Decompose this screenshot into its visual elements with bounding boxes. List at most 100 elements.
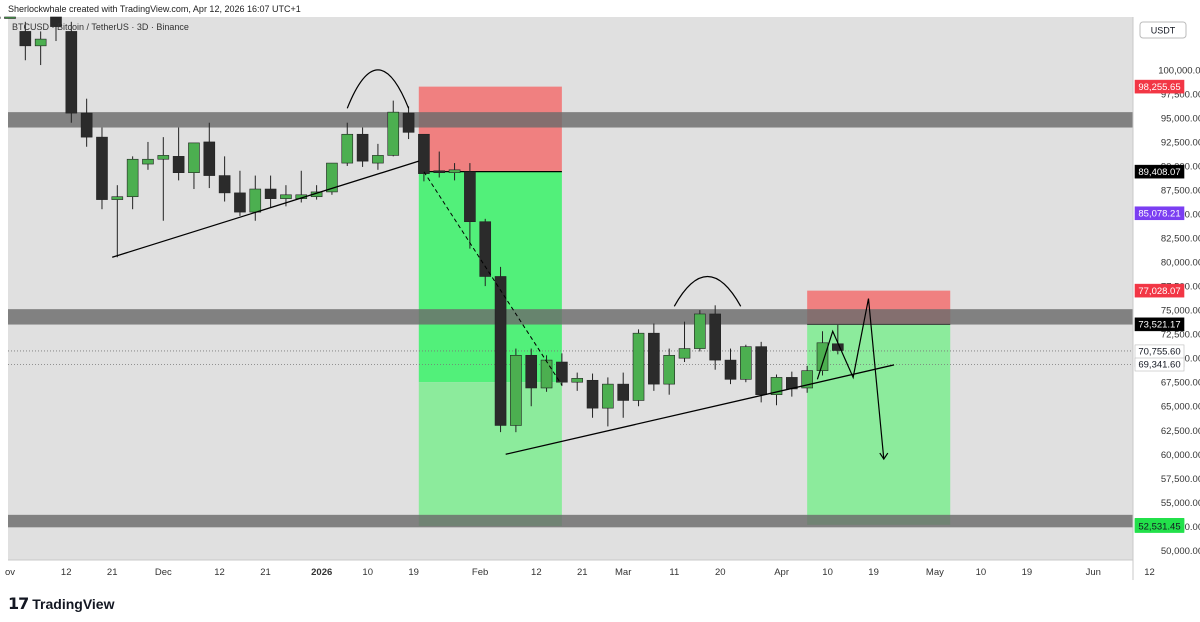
candle-body [832,343,844,351]
time-tick-label: 19 [1022,567,1033,578]
candle [387,100,400,157]
price-tick-label: 75,000.00 [1161,306,1200,317]
price-label-value: 98,255.65 [1138,82,1180,93]
candle-body [525,354,538,389]
candle [479,218,492,287]
candle-body [433,170,446,173]
price-tick-label: 100,000.00 [1158,65,1200,76]
candle-body [663,354,675,385]
candle-body [448,169,461,173]
plot-background [8,17,1133,560]
candle-body [801,370,813,389]
candle [770,374,783,406]
time-tick-label: Apr [774,567,789,578]
candlestick-chart[interactable]: 50,000.0052,500.0055,000.0057,500.0060,0… [0,0,1200,590]
candle-body [4,16,16,19]
candle-body [356,133,369,162]
candle [464,163,476,249]
candle [50,16,62,42]
time-tick-label: 10 [976,567,987,578]
candle-body [249,188,262,213]
candle-body [34,38,47,47]
candle [525,348,538,407]
candle [111,185,124,258]
candle [172,127,185,181]
price-tick-label: 87,500.00 [1161,185,1200,196]
candle-body [50,16,62,27]
time-tick-label: 21 [107,567,118,578]
candle [142,141,154,170]
candle [448,163,461,181]
candle-body [709,313,721,361]
candle [510,348,522,433]
candle-body [464,171,476,223]
support-resistance-zone [8,112,1133,128]
candle-body [586,379,599,409]
candle [372,143,384,170]
tradingview-branding[interactable]: 17 TradingView [8,594,114,613]
candle-body [280,194,292,199]
candle [801,365,813,393]
symbol-description: BTCUSD · Bitcoin / TetherUS · 3D · Binan… [12,22,189,32]
chart-author-line: Sherlockwhale created with TradingView.c… [8,4,301,14]
candle-body [142,158,154,165]
price-label-value: 52,531.45 [1138,521,1180,532]
candle-body [65,31,78,114]
price-label-value: 70,755.60 [1138,347,1180,358]
projection-arrow-head [879,452,889,461]
time-tick-label: 19 [408,567,419,578]
price-tick-label: 55,000.00 [1161,498,1200,509]
pattern-arc [346,69,410,109]
price-label-box [1134,206,1185,221]
candle [663,348,675,395]
candle [264,175,277,208]
candle-body [326,162,338,193]
candle-body [770,377,783,395]
time-tick-label: 12 [61,567,72,578]
price-tick-label: 67,500.00 [1161,378,1200,389]
take-profit-zone-remaining [418,382,562,527]
candle [617,372,630,418]
candle-body [203,141,216,176]
candle [218,156,231,202]
candle-body [218,175,231,194]
candle-body [157,155,170,160]
candle-body [632,332,645,401]
candle-body [816,342,829,371]
candle [402,106,415,140]
time-tick-label: 12 [214,567,225,578]
currency-badge [1139,21,1187,39]
price-label-value: 73,521.17 [1138,320,1180,331]
price-tick-label: 60,000.00 [1161,450,1200,461]
candle [602,377,614,427]
time-tick-label: 10 [362,567,373,578]
support-resistance-zone [8,309,1133,325]
take-profit-zone [807,324,951,525]
projection-path [816,298,885,460]
price-label-value: 89,408.07 [1138,167,1180,178]
candle-body [418,133,430,174]
price-label-value: 69,341.60 [1138,360,1180,371]
dashed-path [423,171,563,386]
candle [188,142,200,190]
time-tick-label: 21 [260,567,271,578]
candle-body [341,133,354,164]
currency-label: USDT [1151,26,1176,36]
candle [356,127,369,167]
candle [740,344,752,383]
candle [19,21,32,61]
candle [632,329,645,407]
candle [157,137,170,221]
price-label-box [1134,283,1185,298]
tradingview-logo-icon: 17 [8,594,29,613]
candle [96,127,108,210]
time-tick-label: ov [5,567,15,578]
candle-body [755,346,767,395]
candle [755,341,767,403]
price-label-box [1134,317,1185,332]
price-tick-label: 57,500.00 [1161,474,1200,485]
candle [34,31,47,66]
candle-body [188,142,200,173]
take-profit-zone [418,171,562,383]
candle-body [80,112,93,138]
